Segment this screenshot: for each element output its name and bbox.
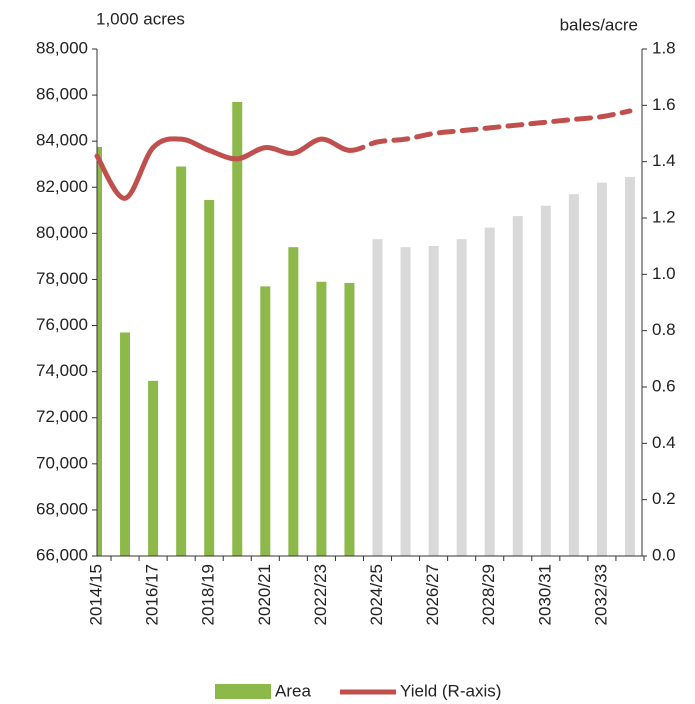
bar (260, 286, 271, 556)
y2-tick-label: 0.4 (652, 433, 676, 452)
y2-tick-label: 1.4 (652, 151, 676, 170)
bar (484, 227, 495, 556)
bar (512, 216, 523, 556)
bar (232, 102, 243, 556)
bar (316, 281, 327, 556)
y-tick-label: 72,000 (36, 407, 88, 426)
y-tick-label: 76,000 (36, 315, 88, 334)
y2-tick-label: 0.0 (652, 545, 676, 564)
y-tick-label: 74,000 (36, 361, 88, 380)
x-tick-label: 2014/15 (86, 564, 105, 625)
y-tick-label: 88,000 (36, 38, 88, 57)
bar (204, 199, 215, 556)
y2-tick-label: 1.8 (652, 38, 676, 57)
legend-swatch (215, 684, 271, 699)
x-tick-label: 2018/19 (199, 564, 218, 625)
bar (288, 247, 299, 556)
y2-tick-label: 0.6 (652, 376, 676, 395)
y-tick-label: 86,000 (36, 85, 88, 104)
line (346, 108, 633, 153)
x-tick-label: 2024/25 (367, 564, 386, 625)
y2-tick-label: 0.2 (652, 489, 676, 508)
bar (568, 194, 579, 556)
bar (372, 239, 383, 556)
bars (97, 102, 635, 556)
legend-label: Yield (R-axis) (400, 681, 501, 700)
y2-tick-label: 1.2 (652, 207, 676, 226)
bar (120, 332, 131, 556)
bar (400, 247, 411, 556)
bar (624, 176, 635, 556)
x-tick-label: 2030/31 (535, 564, 554, 625)
y2-tick-label: 1.6 (652, 95, 676, 114)
bar (176, 166, 187, 556)
x-tick-label: 2032/33 (591, 564, 610, 625)
x-tick-label: 2028/29 (479, 564, 498, 625)
bar (456, 239, 467, 556)
legend-label: Area (275, 681, 311, 700)
y-tick-label: 70,000 (36, 453, 88, 472)
bar (148, 380, 159, 556)
y-tick-label: 80,000 (36, 223, 88, 242)
bar (596, 182, 607, 556)
y-axis-title: 1,000 acres (96, 9, 185, 28)
y2-axis-title: bales/acre (560, 15, 638, 34)
bar (344, 282, 355, 556)
y-tick-label: 82,000 (36, 177, 88, 196)
y2-tick-label: 1.0 (652, 264, 676, 283)
y-tick-label: 68,000 (36, 499, 88, 518)
y-tick-label: 84,000 (36, 131, 88, 150)
line (94, 136, 352, 201)
x-tick-label: 2022/23 (311, 564, 330, 625)
bar (428, 246, 439, 556)
bar (540, 205, 551, 556)
x-tick-label: 2016/17 (143, 564, 162, 625)
x-tick-label: 2020/21 (255, 564, 274, 625)
x-tick-label: 2026/27 (423, 564, 442, 625)
y-tick-label: 66,000 (36, 545, 88, 564)
y2-tick-label: 0.8 (652, 320, 676, 339)
bar (97, 146, 102, 556)
y-tick-label: 78,000 (36, 269, 88, 288)
